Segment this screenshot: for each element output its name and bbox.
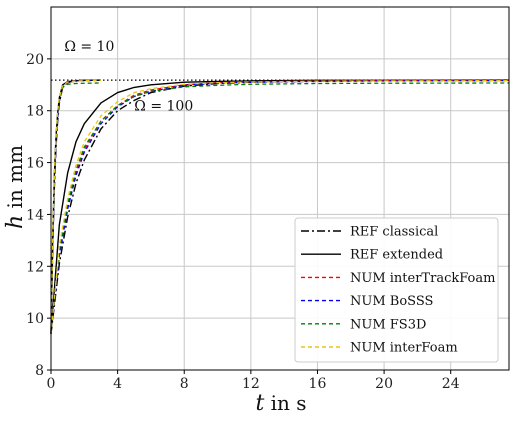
annotations: Ω = 10 Ω = 100 [64, 39, 193, 115]
x-tick-label: 20 [375, 376, 393, 392]
y-tick-label: 10 [26, 311, 44, 327]
legend-label-5: NUM FS3D [350, 317, 426, 332]
grid [50, 7, 509, 371]
x-tick-label: 8 [180, 376, 189, 392]
legend-box [294, 217, 499, 363]
annotation-2: Ω = 100 [134, 99, 193, 115]
legend-label-2: REF extended [350, 248, 443, 263]
legend: REF classical REF extended NUM interTrackF… [294, 217, 499, 363]
x-axis-title-unit: in s [264, 391, 306, 415]
x-tick-label: 0 [47, 376, 56, 392]
x-tick-label: 16 [309, 376, 327, 392]
y-axis-title: h in mm [3, 145, 28, 229]
x-tick-label: 12 [242, 376, 260, 392]
y-tick-label: 14 [26, 207, 44, 223]
x-axis-title-var: t [255, 391, 264, 416]
annotation-1: Ω = 10 [64, 39, 114, 55]
x-tick-label: 4 [113, 376, 122, 392]
y-tick-label: 18 [26, 104, 44, 120]
series-layer [50, 79, 510, 334]
series-line-5 [50, 82, 510, 334]
legend-label-1: REF classical [350, 225, 438, 240]
legend-label-6: NUM interFoam [350, 341, 458, 356]
x-axis-title: t in s [255, 391, 306, 416]
y-axis-title-unit: in mm [3, 145, 27, 215]
plot-frame [50, 6, 510, 371]
legend-label-3: NUM interTrackFoam [350, 271, 495, 286]
legend-label-4: NUM BoSSS [350, 294, 433, 309]
y-tick-label: 8 [35, 363, 44, 379]
series-line-6 [50, 79, 510, 334]
ticks: 0 4 8 12 16 20 24 8 10 12 14 16 18 20 [26, 52, 460, 392]
y-tick-label: 20 [26, 52, 44, 68]
series-line-11 [50, 82, 101, 334]
series-line-12 [50, 79, 101, 334]
y-tick-label: 12 [26, 259, 44, 275]
x-tick-label: 24 [442, 376, 460, 392]
y-tick-label: 16 [26, 156, 44, 172]
y-axis-title-var: h [3, 215, 28, 229]
series-line-7 [50, 79, 101, 334]
series-line-2 [50, 79, 510, 334]
